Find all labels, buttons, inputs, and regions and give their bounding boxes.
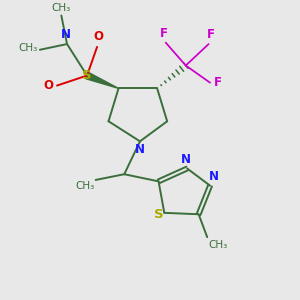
Text: N: N [209, 170, 219, 183]
Text: O: O [44, 79, 54, 92]
Text: CH₃: CH₃ [18, 43, 38, 53]
Text: CH₃: CH₃ [208, 240, 228, 250]
Text: N: N [61, 28, 70, 41]
Text: F: F [207, 28, 215, 41]
Text: N: N [135, 143, 145, 156]
Text: CH₃: CH₃ [75, 182, 94, 191]
Text: CH₃: CH₃ [52, 3, 71, 13]
Text: N: N [181, 153, 191, 166]
Polygon shape [86, 72, 118, 88]
Text: F: F [214, 76, 221, 89]
Text: O: O [94, 31, 103, 44]
Text: F: F [160, 27, 168, 40]
Text: S: S [154, 208, 164, 221]
Text: S: S [82, 69, 92, 82]
